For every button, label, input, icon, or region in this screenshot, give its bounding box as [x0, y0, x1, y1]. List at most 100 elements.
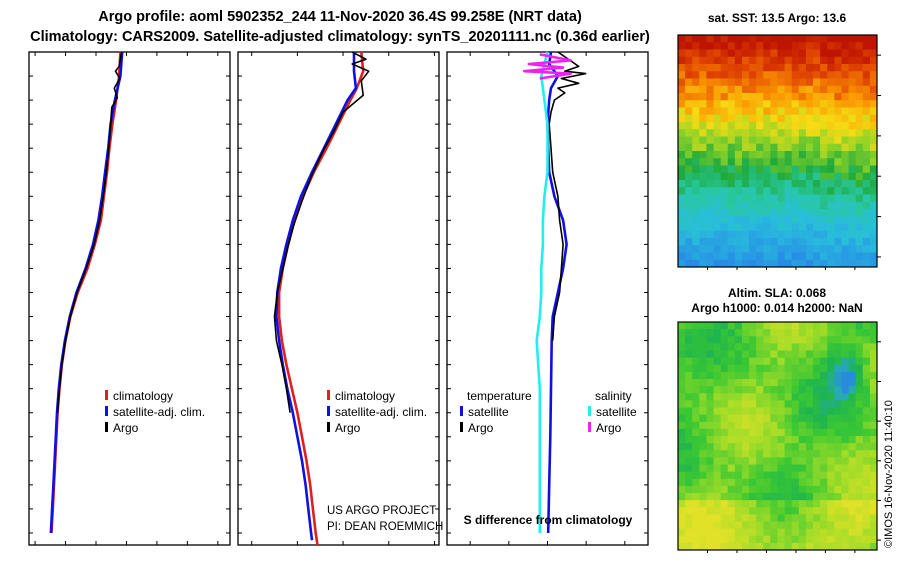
map-cell — [848, 259, 857, 268]
map-cell — [685, 64, 693, 72]
map-cell — [777, 436, 786, 444]
map-cell — [834, 100, 842, 108]
map-cell — [685, 49, 693, 58]
map-cell — [834, 223, 842, 232]
map-cell — [685, 245, 693, 253]
map-cell — [756, 201, 764, 210]
map-cell — [678, 485, 686, 494]
map-cell — [685, 56, 693, 65]
map-cell — [727, 187, 736, 195]
map-cell — [869, 56, 878, 65]
map-cell — [734, 209, 743, 217]
map-cell — [720, 485, 729, 494]
map-cell — [763, 107, 771, 116]
map-cell — [756, 64, 764, 72]
map-cell — [756, 386, 764, 394]
map-cell — [734, 371, 743, 380]
map-cell — [862, 521, 871, 530]
map-cell — [741, 457, 750, 466]
map-cell — [855, 245, 864, 253]
plot-frame — [28, 51, 231, 546]
map-cell — [741, 230, 750, 239]
map-cell — [855, 49, 864, 58]
map-cell — [862, 245, 871, 253]
map-cell — [813, 122, 821, 130]
map-cell — [749, 238, 757, 246]
map-cell — [791, 85, 800, 94]
map-cell — [749, 230, 757, 239]
map-cell — [727, 379, 736, 387]
map-cell — [869, 201, 878, 210]
map-cell — [827, 252, 835, 261]
map-cell — [685, 450, 693, 458]
map-cell — [834, 350, 842, 359]
map-cell — [706, 122, 715, 130]
map-cell — [834, 151, 842, 159]
map-cell — [820, 471, 828, 480]
map-cell — [862, 436, 871, 444]
map-cell — [798, 216, 807, 224]
map-cell — [834, 528, 842, 537]
map-cell — [791, 478, 800, 487]
map-cell — [798, 194, 807, 203]
map-cell — [848, 194, 857, 203]
map-cell — [841, 329, 850, 337]
map-cell — [692, 485, 700, 494]
series-line-salinity-satellite — [535, 51, 549, 533]
map-cell — [805, 56, 814, 65]
map-cell — [727, 238, 736, 246]
map-cell — [678, 56, 686, 65]
map-cell — [685, 336, 693, 344]
map-cell — [813, 64, 821, 72]
map-cell — [805, 507, 814, 515]
map-cell — [827, 535, 835, 544]
map-cell — [720, 230, 729, 239]
map-cell — [813, 407, 821, 416]
map-cell — [855, 136, 864, 145]
map-cell — [848, 93, 857, 101]
map-cell — [678, 172, 686, 181]
map-cell — [784, 187, 793, 195]
map-cell — [706, 457, 715, 466]
map-cell — [756, 450, 764, 458]
map-cell — [727, 471, 736, 480]
sla-map — [677, 321, 881, 553]
map-cell — [706, 56, 715, 65]
map-cell — [848, 485, 857, 494]
series-line-temperature-satellite — [546, 51, 568, 534]
map-cell — [791, 393, 800, 401]
map-cell — [827, 478, 835, 487]
map-cell — [784, 100, 793, 108]
map-cell — [720, 343, 729, 352]
map-cell — [763, 493, 771, 501]
map-cell — [848, 201, 857, 210]
map-cell — [813, 436, 821, 444]
map-cell — [813, 464, 821, 473]
map-cell — [770, 201, 778, 210]
map-cell — [756, 364, 764, 373]
map-cell — [834, 93, 842, 101]
map-cell — [727, 478, 736, 487]
map-cell — [862, 252, 871, 261]
map-cell — [798, 386, 807, 394]
map-cell — [741, 187, 750, 195]
map-cell — [699, 194, 707, 203]
map-cell — [756, 485, 764, 494]
map-cell — [741, 100, 750, 108]
map-cell — [692, 35, 700, 43]
map-cell — [749, 158, 757, 166]
map-cell — [862, 100, 871, 108]
map-cell — [720, 194, 729, 203]
map-cell — [820, 421, 828, 430]
map-cell — [834, 129, 842, 137]
map-cell — [869, 443, 878, 451]
map-cell — [720, 158, 729, 166]
map-cell — [798, 165, 807, 174]
map-cell — [756, 336, 764, 344]
map-cell — [848, 107, 857, 116]
map-cell — [770, 172, 778, 181]
map-cell — [770, 143, 778, 152]
map-cell — [720, 136, 729, 145]
map-cell — [813, 158, 821, 166]
map-cell — [841, 414, 850, 423]
